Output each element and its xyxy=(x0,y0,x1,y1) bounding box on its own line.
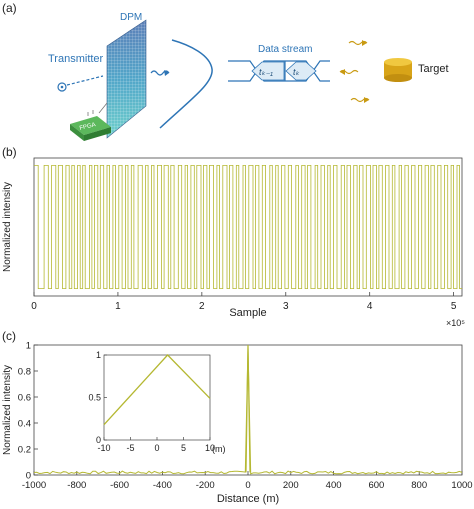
chart-c-ytick-label: 0 xyxy=(26,471,31,482)
chart-b-ylabel: Normalized intensity xyxy=(2,182,13,272)
chart-c-ytick-label: 0.6 xyxy=(18,393,31,404)
chart-c-xtick-label: -200 xyxy=(196,480,215,491)
panel-label-a: (a) xyxy=(2,1,17,15)
chart-b-xtick-label: 2 xyxy=(199,301,205,312)
panel-label-c: (c) xyxy=(2,329,16,343)
emitted-wave-icon xyxy=(150,70,170,76)
pulse-profile-curve xyxy=(159,39,213,129)
target-label: Target xyxy=(418,63,449,75)
target-cylinder-icon xyxy=(384,58,412,82)
fpga-label: FPGA xyxy=(79,122,96,132)
chart-b-xtick-label: 5 xyxy=(451,301,457,312)
chart-c-inset-xtick-label: -10 xyxy=(97,443,110,453)
chart-c-inset-xtick-label: 0 xyxy=(154,443,159,453)
chart-c-ytick-label: 0.4 xyxy=(18,419,31,430)
chart-b: 0 1 2 3 4 5 Normalized intensity Sample ×10⁵ xyxy=(2,157,465,328)
chart-c-inset-xtick-label: 10 xyxy=(205,443,215,453)
chart-b-xtick-label: 4 xyxy=(367,301,373,312)
chart-c-ytick-label: 1 xyxy=(26,341,31,352)
fpga-chip-icon: FPGA xyxy=(70,102,111,141)
chart-c-ytick-label: 0.2 xyxy=(18,445,31,456)
chart-c-inset-ytick-label: 0.5 xyxy=(88,393,101,403)
chart-c-xtick-label: 800 xyxy=(411,480,427,491)
chart-c-xtick-label: 400 xyxy=(326,480,342,491)
chart-c-xtick-label: 200 xyxy=(283,480,299,491)
chart-b-xlabel: Sample xyxy=(229,307,266,319)
dpm-panel-icon xyxy=(106,19,147,139)
chart-c-xtick-label: 600 xyxy=(368,480,384,491)
chart-c-inset-ytick-label: 0 xyxy=(96,435,101,445)
schematic: Transmitter DPM xyxy=(48,12,449,141)
chart-c-xtick-label: 1000 xyxy=(451,480,472,491)
chart-c-inset-xlabel: (m) xyxy=(212,444,226,454)
chart-b-xtick-label: 1 xyxy=(115,301,121,312)
chart-c-inset: -10 -5 0 5 10 0 0.5 1 (m) xyxy=(88,350,225,454)
symbol-curr-label: tₖ xyxy=(293,67,300,77)
chart-b-axes-box xyxy=(33,157,463,297)
chart-b-xtick-label: 3 xyxy=(283,301,289,312)
chart-b-xtick-label: 0 xyxy=(31,301,37,312)
chart-c: -1000 -800 -600 -400 -200 0 200 400 600 800 100000… xyxy=(2,341,473,506)
dpm-label: DPM xyxy=(120,12,142,23)
chart-c-ylabel: Normalized intensity xyxy=(2,365,13,455)
chart-c-inset-xtick-label: -5 xyxy=(126,443,134,453)
chart-b-signal-line xyxy=(34,164,462,290)
chart-c-inset-ytick-label: 1 xyxy=(96,350,101,360)
symbol-prev-label: tₖ₋₁ xyxy=(259,67,273,77)
chart-c-inset-axes-box xyxy=(103,354,211,441)
chart-c-ytick-label: 0.8 xyxy=(18,367,31,378)
chart-c-correlation-line xyxy=(33,344,463,475)
chart-c-xtick-label: -1000 xyxy=(22,480,46,491)
data-stream-eye-diagram xyxy=(228,60,330,82)
panel-label-b: (b) xyxy=(2,145,17,159)
chart-c-xtick-label: -400 xyxy=(153,480,172,491)
reflected-light-icon xyxy=(339,40,370,103)
transmitter-label: Transmitter xyxy=(48,53,104,65)
chart-c-inset-xtick-label: 5 xyxy=(181,443,186,453)
data-stream-label: Data stream xyxy=(258,44,312,55)
chart-c-xlabel: Distance (m) xyxy=(217,493,279,505)
chart-c-inset-line xyxy=(103,354,211,426)
chart-b-x-exponent: ×10⁵ xyxy=(446,318,465,328)
chart-c-xtick-label: 0 xyxy=(245,480,250,491)
chart-c-xtick-label: -600 xyxy=(110,480,129,491)
chart-c-xtick-label: -800 xyxy=(67,480,86,491)
transmitter-icon xyxy=(57,75,104,92)
